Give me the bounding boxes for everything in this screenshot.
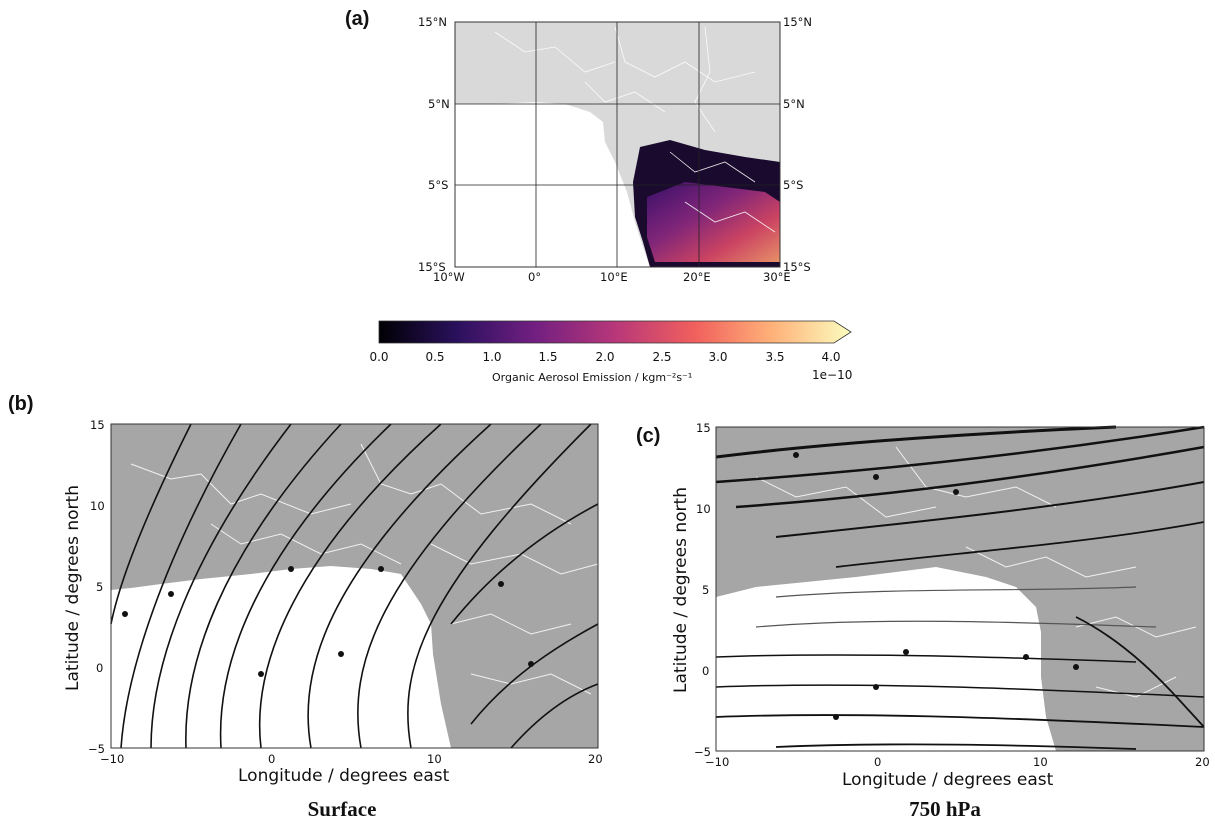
colorbar-multiplier: 1e−10 [812, 368, 853, 382]
cb-tick-2: 1.0 [482, 350, 502, 364]
b-caption: Surface [307, 797, 377, 821]
c-caption: 750 hPa [909, 797, 981, 821]
c-xlabel: Longitude / degrees east [842, 770, 1054, 790]
panel-a-label: (a) [345, 8, 370, 30]
b-ytick-2: 5 [96, 580, 104, 594]
streamline-arrows [793, 452, 1079, 720]
a-lat-left-3: 15°S [418, 260, 446, 274]
country-borders [494, 26, 776, 233]
land-mass [111, 424, 598, 748]
c-ytick-0: 15 [696, 421, 711, 435]
b-xtick-1: 0 [268, 752, 276, 766]
land-mass [716, 427, 1204, 751]
a-lon-2: 10°E [600, 270, 628, 284]
colorbar-label: Organic Aerosol Emission / kgm⁻²s⁻¹ [492, 371, 693, 384]
b-ytick-3: 0 [96, 661, 104, 675]
b-ytick-0: 15 [90, 418, 105, 432]
c-ytick-1: 10 [696, 502, 711, 516]
streamlines [715, 425, 1205, 750]
c-xtick-1: 0 [874, 755, 882, 769]
a-lon-0: 10°W [433, 270, 465, 284]
cb-tick-1: 0.5 [425, 350, 445, 364]
c-ytick-2: 5 [702, 583, 710, 597]
cb-tick-6: 3.0 [708, 350, 728, 364]
cb-tick-8: 4.0 [821, 350, 841, 364]
a-lat-right-3: 15°S [783, 260, 811, 274]
a-lat-right-0: 15°N [783, 15, 812, 29]
c-ytick-3: 0 [702, 664, 710, 678]
graticule [455, 22, 780, 267]
panel-c-label: (c) [636, 425, 661, 447]
a-lat-right-1: 5°N [783, 97, 805, 111]
a-lat-left-0: 15°N [418, 15, 447, 29]
b-xtick-2: 10 [427, 752, 442, 766]
c-xtick-3: 20 [1195, 755, 1210, 769]
cb-tick-7: 3.5 [765, 350, 785, 364]
c-ytick-4: −5 [694, 745, 711, 759]
country-borders [755, 446, 1197, 698]
c-ylabel: Latitude / degrees north [670, 487, 691, 693]
emission-hotspots [647, 182, 780, 262]
cb-tick-4: 2.0 [595, 350, 615, 364]
c-xtick-0: −10 [705, 755, 730, 769]
streamlines [110, 423, 599, 749]
cb-tick-3: 1.5 [538, 350, 558, 364]
panel-a-map [454, 21, 781, 268]
b-ytick-1: 10 [90, 499, 105, 513]
a-lat-left-1: 5°N [428, 97, 450, 111]
b-xtick-3: 20 [588, 752, 603, 766]
a-lon-1: 0° [528, 270, 542, 284]
streamline-arrows [122, 566, 534, 677]
a-lat-left-2: 5°S [428, 178, 449, 192]
b-xtick-0: −10 [100, 752, 125, 766]
b-ylabel: Latitude / degrees north [62, 485, 83, 691]
panel-c-map [715, 425, 1205, 752]
cb-tick-0: 0.0 [369, 350, 389, 364]
c-xtick-2: 10 [1033, 755, 1048, 769]
colorbar [378, 320, 852, 344]
panel-b-map [110, 423, 599, 749]
b-xlabel: Longitude / degrees east [238, 766, 450, 786]
b-ytick-4: −5 [88, 742, 105, 756]
panel-b-label: (b) [8, 393, 34, 415]
a-lat-right-2: 5°S [783, 178, 804, 192]
a-lon-4: 30°E [763, 270, 791, 284]
a-lon-3: 20°E [683, 270, 711, 284]
cb-tick-5: 2.5 [652, 350, 672, 364]
